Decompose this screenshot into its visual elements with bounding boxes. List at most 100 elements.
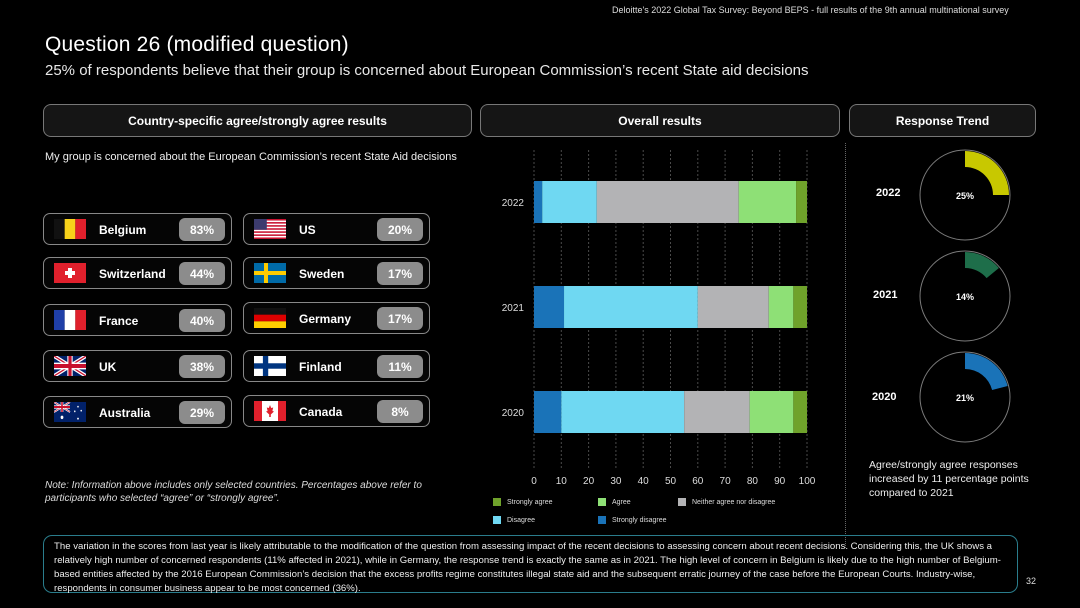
country-name: Sweden [299,267,345,281]
trend-pie-2020 [919,351,1011,443]
country-question-text: My group is concerned about the European… [45,151,457,163]
country-card-france: France 40% [43,304,232,336]
country-name: US [299,223,316,237]
germany-flag-icon [254,308,286,328]
x-tick-label: 0 [531,476,537,487]
country-card-finland: Finland 11% [243,350,430,382]
trend-section-header: Response Trend [849,104,1036,137]
trend-year-2021: 2021 [873,289,898,301]
trend-value-2020: 21% [956,393,975,403]
legend-swatch [598,516,606,524]
bar-segment [561,391,685,433]
trend-value-2021: 14% [956,292,975,302]
page-number: 32 [1026,576,1037,586]
pie-slice [965,353,1008,391]
bar-segment [534,391,562,433]
x-tick-label: 50 [665,476,677,487]
legend-label: Neither agree nor disagree [692,498,776,506]
trend-pie-2021 [919,250,1011,342]
country-percent: 20% [377,218,423,241]
us-flag-icon [254,219,286,239]
bar-segment [534,181,543,223]
x-tick-label: 20 [583,476,595,487]
bar-segment [684,391,750,433]
bar-segment [796,181,807,223]
canada-flag-icon [254,401,286,421]
country-card-australia: Australia 29% [43,396,232,428]
x-tick-label: 80 [747,476,759,487]
trend-value-2022: 25% [956,191,975,201]
legend-swatch [678,498,686,506]
country-percent: 44% [179,262,225,285]
legend-neither: Neither agree nor disagree [678,498,775,506]
bar-segment [534,286,565,328]
bar-segment [793,286,807,328]
country-percent: 40% [179,309,225,332]
x-tick-label: 40 [638,476,650,487]
legend-agree: Agree [598,498,631,506]
legend-disagree: Disagree [493,516,535,524]
country-name: France [99,314,139,328]
page-subtitle: 25% of respondents believe that their gr… [45,62,809,79]
country-name: Switzerland [99,267,166,281]
country-note: Note: Information above includes only se… [45,480,422,504]
bar-segment [768,286,794,328]
legend-label: Disagree [507,516,536,524]
legend-strongly-agree: Strongly agree [493,498,553,506]
country-name: UK [99,360,117,374]
trend-year-2020: 2020 [872,391,897,403]
country-percent: 83% [179,218,225,241]
country-card-uk: UK 38% [43,350,232,382]
bar-segment [749,391,794,433]
legend-strongly-disagree: Strongly disagree [598,516,666,524]
country-card-us: US 20% [243,213,430,245]
country-card-sweden: Sweden 17% [243,257,430,289]
trend-pie-2022 [919,149,1011,241]
legend-label: Strongly agree [507,498,553,506]
sweden-flag-icon [254,263,286,283]
pie-slice [965,151,1009,195]
legend-label: Strongly disagree [612,516,667,524]
belgium-flag-icon [54,219,86,239]
country-percent: 8% [377,400,423,423]
country-percent: 38% [179,355,225,378]
trend-note: Agree/strongly agree responses increased… [869,459,1029,499]
overall-section-header: Overall results [480,104,840,137]
legend-swatch [493,516,501,524]
source-line: Deloitte's 2022 Global Tax Survey: Beyon… [612,5,1009,15]
x-tick-label: 100 [799,476,816,487]
country-card-canada: Canada 8% [243,395,430,427]
legend-label: Agree [612,498,631,506]
x-tick-label: 90 [774,476,786,487]
bar-segment [738,181,797,223]
country-percent: 17% [377,262,423,285]
country-section-header: Country-specific agree/strongly agree re… [43,104,472,137]
country-name: Australia [99,406,151,420]
bar-segment [697,286,769,328]
pie-slice [965,252,999,279]
legend-swatch [493,498,501,506]
country-name: Finland [299,360,342,374]
legend-swatch [598,498,606,506]
bar-segment [793,391,807,433]
category-label: 2021 [502,303,525,314]
commentary-text: The variation in the scores from last ye… [54,541,1001,594]
x-tick-label: 60 [692,476,704,487]
trend-year-2022: 2022 [876,187,901,199]
bar-segment [596,181,739,223]
country-card-belgium: Belgium 83% [43,213,232,245]
country-percent: 11% [377,355,423,378]
overall-results-chart: 2022 2021 2020 0 10 20 30 40 50 60 70 80 90 100 [502,150,816,487]
uk-flag-icon [54,356,86,376]
country-name: Germany [299,312,352,326]
country-name: Belgium [99,223,147,237]
trend-divider [845,143,846,548]
country-percent: 29% [179,401,225,424]
country-card-germany: Germany 17% [243,302,430,334]
country-name: Canada [299,405,343,419]
france-flag-icon [54,310,86,330]
country-percent: 17% [377,307,423,330]
category-label: 2020 [502,408,525,419]
commentary-box: The variation in the scores from last ye… [43,535,1018,594]
bar-segment [542,181,597,223]
